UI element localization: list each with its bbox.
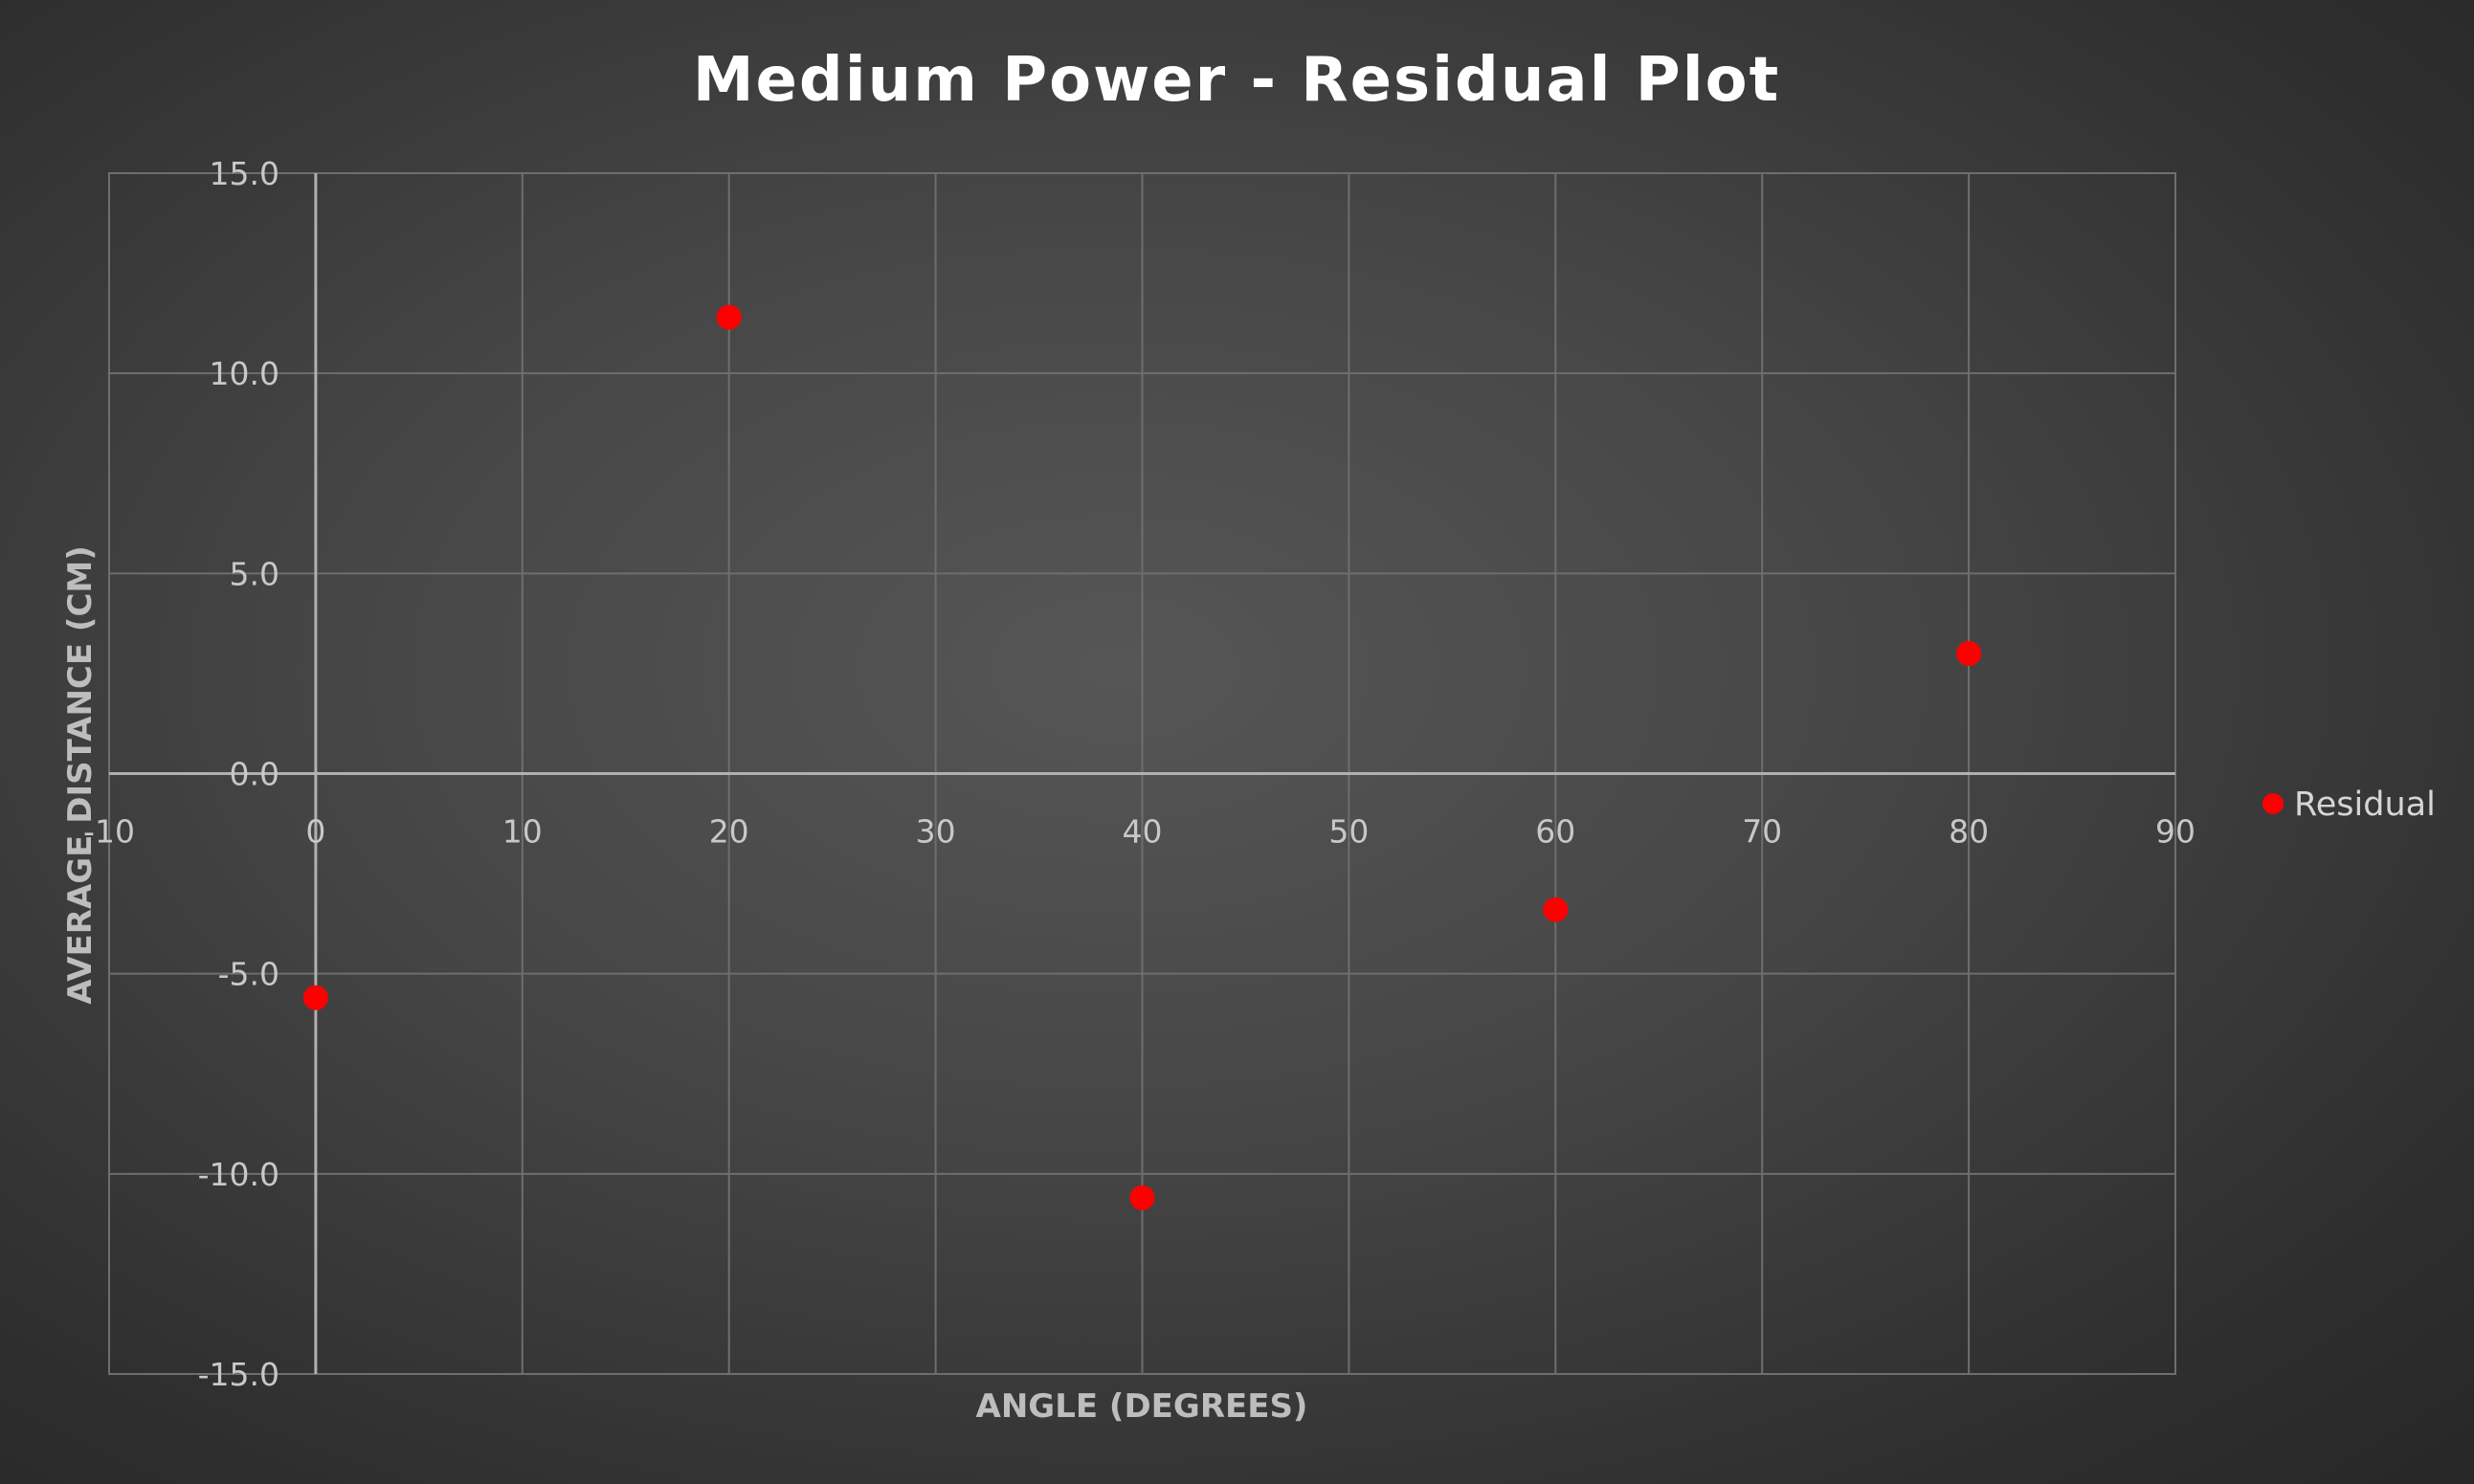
data-point	[716, 304, 742, 330]
chart-title: Medium Power - Residual Plot	[693, 45, 1780, 116]
x-tick-label: 30	[916, 813, 956, 851]
legend-label-residual: Residual	[2294, 786, 2436, 824]
x-tick-label: 50	[1328, 813, 1369, 851]
y-tick-label: 0.0	[230, 756, 279, 793]
x-tick-label: 10	[502, 813, 543, 851]
legend-marker-residual	[2262, 793, 2284, 814]
x-axis-label: ANGLE (DEGREES)	[976, 1387, 1308, 1426]
data-point	[1543, 897, 1569, 922]
x-tick-label: 60	[1535, 813, 1575, 851]
tick-labels: -10 0 10 20 30 40 50 60 70 80 90 15.0 10.0 5.0 0.0 -5.0…	[83, 155, 2195, 1393]
x-tick-label: -10	[83, 813, 135, 851]
y-tick-label: -15.0	[198, 1356, 279, 1393]
x-tick-label: 70	[1742, 813, 1782, 851]
y-tick-label: 10.0	[210, 355, 279, 392]
x-tick-label: 20	[709, 813, 749, 851]
y-tick-label: 15.0	[210, 155, 279, 192]
axes	[109, 173, 2175, 1374]
y-axis-label: AVERAGE DISTANCE (CM)	[61, 545, 100, 1005]
y-tick-label: 5.0	[230, 555, 279, 592]
y-tick-label: -10.0	[198, 1156, 279, 1193]
legend: Residual	[2262, 786, 2436, 824]
data-points	[302, 304, 1982, 1210]
grid	[108, 172, 2176, 1375]
data-point	[302, 985, 328, 1010]
x-tick-label: 90	[2155, 813, 2195, 851]
data-point	[1129, 1185, 1155, 1210]
x-tick-label: 80	[1949, 813, 1989, 851]
y-tick-label: -5.0	[218, 956, 279, 993]
x-tick-label: 40	[1123, 813, 1163, 851]
data-point	[1956, 641, 1982, 666]
x-tick-label: 0	[305, 813, 325, 851]
